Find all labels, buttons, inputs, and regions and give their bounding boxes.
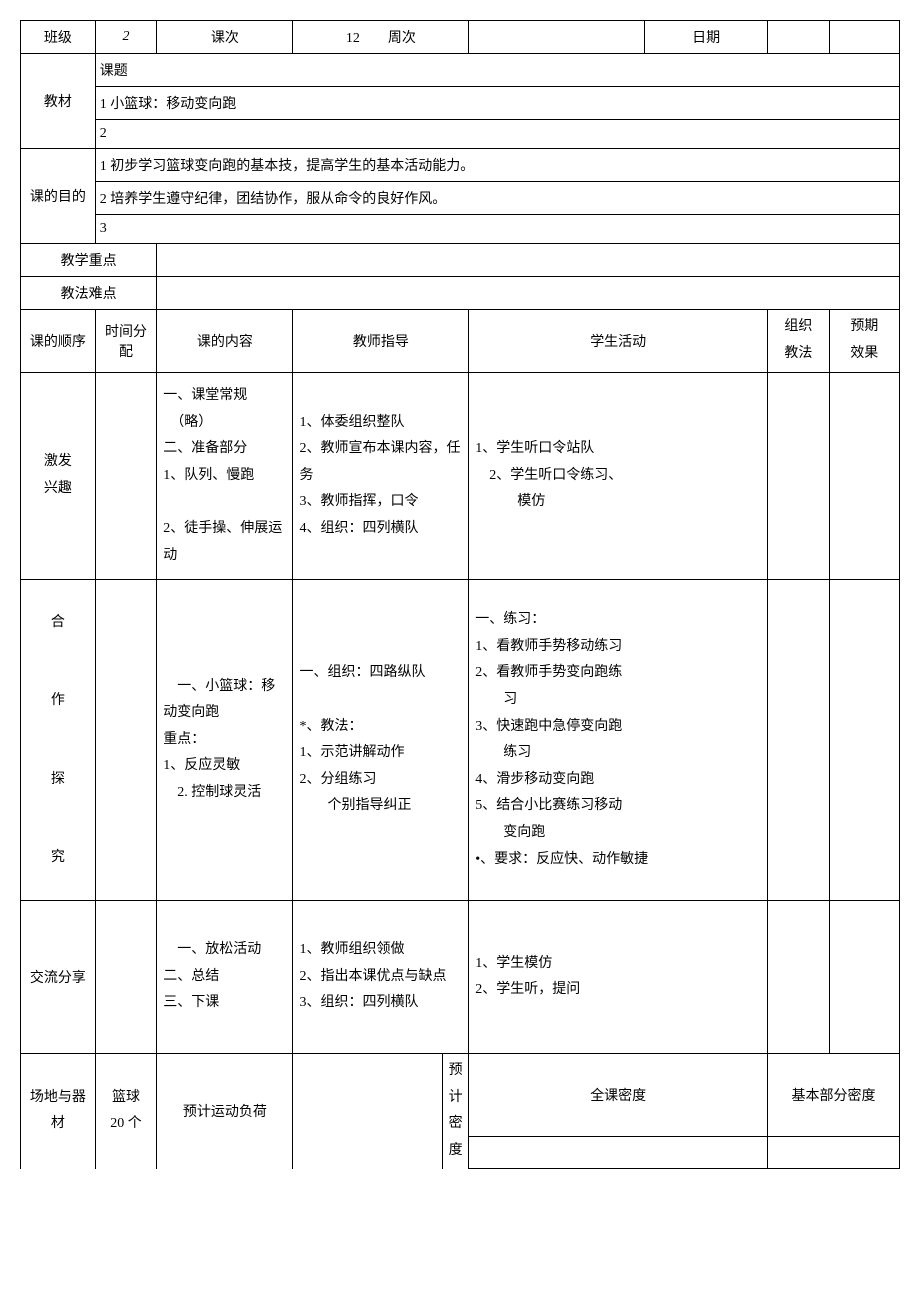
textbook-row-1: 教材 课题 xyxy=(21,54,900,87)
body-row-1: 激发 兴趣 一、课堂常规 （略） 二、准备部分 1、队列、慢跑 2、徒手操、伸展… xyxy=(21,373,900,580)
difficulty-value xyxy=(157,277,900,310)
textbook-label: 教材 xyxy=(21,54,96,149)
purpose-line3: 3 xyxy=(95,215,899,244)
col-order: 课的顺序 xyxy=(21,310,96,373)
r1-teacher: 1、体委组织整队 2、教师宣布本课内容，任务 3、教师指挥，口令 4、组织：四列… xyxy=(293,373,469,580)
load-label: 预计运动负荷 xyxy=(157,1054,293,1169)
r1-time xyxy=(95,373,157,580)
venue-label: 场地与器 材 xyxy=(21,1054,96,1169)
footer-row-1: 场地与器 材 篮球 20 个 预计运动负荷 预计 密度 全课密度 基本部分密度 xyxy=(21,1054,900,1136)
col-org: 组织 教法 xyxy=(768,310,830,373)
columns-row: 课的顺序 时间分配 课的内容 教师指导 学生活动 组织 教法 预期 效果 xyxy=(21,310,900,373)
r1-student: 1、学生听口令站队 2、学生听口令练习、 模仿 xyxy=(469,373,768,580)
session-week: 12 周次 xyxy=(293,21,469,54)
r3-time xyxy=(95,901,157,1054)
date-label: 日期 xyxy=(645,21,768,54)
header-blank2 xyxy=(829,21,899,54)
purpose-row-1: 课的目的 1 初步学习篮球变向跑的基本技，提高学生的基本活动能力。 xyxy=(21,149,900,182)
r2-order: 合 作 探 究 xyxy=(21,580,96,901)
textbook-row-2: 1 小篮球：移动变向跑 xyxy=(21,87,900,120)
keypoint-label: 教学重点 xyxy=(21,244,157,277)
r1-order: 激发 兴趣 xyxy=(21,373,96,580)
base-density-value xyxy=(768,1136,900,1168)
difficulty-label: 教法难点 xyxy=(21,277,157,310)
col-expected: 预期 效果 xyxy=(829,310,899,373)
r3-org xyxy=(768,901,830,1054)
session-label: 课次 xyxy=(157,21,293,54)
r1-content: 一、课堂常规 （略） 二、准备部分 1、队列、慢跑 2、徒手操、伸展运动 xyxy=(157,373,293,580)
purpose-row-2: 2 培养学生遵守纪律，团结协作，服从命令的良好作风。 xyxy=(21,182,900,215)
session-value: 12 xyxy=(346,31,360,46)
load-value xyxy=(293,1054,442,1169)
full-density-value xyxy=(469,1136,768,1168)
textbook-row-3: 2 xyxy=(21,120,900,149)
r2-content: 一、小篮球：移动变向跑 重点： 1、反应灵敏 2. 控制球灵活 xyxy=(157,580,293,901)
base-density-label: 基本部分密度 xyxy=(768,1054,900,1136)
purpose-label: 课的目的 xyxy=(21,149,96,244)
purpose-row-3: 3 xyxy=(21,215,900,244)
r1-expected xyxy=(829,373,899,580)
col-time: 时间分配 xyxy=(95,310,157,373)
purpose-line1: 1 初步学习篮球变向跑的基本技，提高学生的基本活动能力。 xyxy=(95,149,899,182)
r3-order: 交流分享 xyxy=(21,901,96,1054)
r1-org xyxy=(768,373,830,580)
r3-content: 一、放松活动 二、总结 三、下课 xyxy=(157,901,293,1054)
col-student: 学生活动 xyxy=(469,310,768,373)
r2-expected xyxy=(829,580,899,901)
header-blank1 xyxy=(768,21,830,54)
r2-student: 一、练习： 1、看教师手势移动练习 2、看教师手势变向跑练 习 3、快速跑中急停… xyxy=(469,580,768,901)
venue-value: 篮球 20 个 xyxy=(95,1054,157,1169)
density-label: 预计 密度 xyxy=(442,1054,468,1169)
difficulty-row: 教法难点 xyxy=(21,277,900,310)
textbook-line1: 1 小篮球：移动变向跑 xyxy=(95,87,899,120)
r2-teacher: 一、组织：四路纵队 *、教法： 1、示范讲解动作 2、分组练习 个别指导纠正 xyxy=(293,580,469,901)
body-row-2: 合 作 探 究 一、小篮球：移动变向跑 重点： 1、反应灵敏 2. 控制球灵活 … xyxy=(21,580,900,901)
keypoint-row: 教学重点 xyxy=(21,244,900,277)
purpose-line2: 2 培养学生遵守纪律，团结协作，服从命令的良好作风。 xyxy=(95,182,899,215)
keypoint-value xyxy=(157,244,900,277)
lesson-plan-table: 班级 2 课次 12 周次 日期 教材 课题 1 小篮球：移动变向跑 2 课的目… xyxy=(20,20,900,1169)
r3-teacher: 1、教师组织领做 2、指出本课优点与缺点 3、组织：四列横队 xyxy=(293,901,469,1054)
body-row-3: 交流分享 一、放松活动 二、总结 三、下课 1、教师组织领做 2、指出本课优点与… xyxy=(21,901,900,1054)
textbook-line2: 2 xyxy=(95,120,899,149)
col-content: 课的内容 xyxy=(157,310,293,373)
r3-student: 1、学生模仿 2、学生听，提问 xyxy=(469,901,768,1054)
r3-expected xyxy=(829,901,899,1054)
class-value: 2 xyxy=(95,21,157,54)
r2-org xyxy=(768,580,830,901)
header-row: 班级 2 课次 12 周次 日期 xyxy=(21,21,900,54)
col-teacher: 教师指导 xyxy=(293,310,469,373)
r2-time xyxy=(95,580,157,901)
week-value xyxy=(469,21,645,54)
week-label: 周次 xyxy=(388,31,416,46)
topic-label: 课题 xyxy=(95,54,899,87)
class-label: 班级 xyxy=(21,21,96,54)
full-density-label: 全课密度 xyxy=(469,1054,768,1136)
